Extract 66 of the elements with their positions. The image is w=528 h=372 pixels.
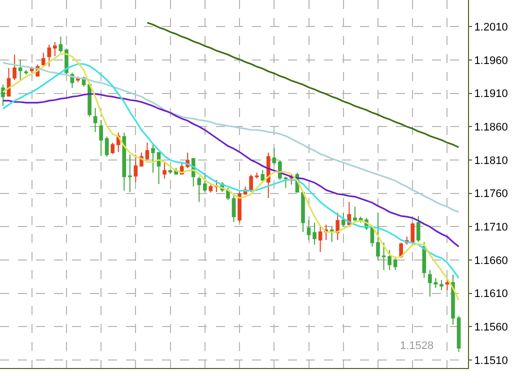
candlestick xyxy=(110,142,115,154)
candlestick xyxy=(18,60,22,80)
y-tick-label: 1.1710 xyxy=(474,222,508,234)
y-tick-label: 1.1960 xyxy=(474,54,508,67)
annotation: 1.1528 xyxy=(400,340,434,352)
candlestick xyxy=(336,212,340,240)
candlestick xyxy=(232,194,236,222)
candlestick xyxy=(318,226,322,252)
candlestick xyxy=(434,278,438,288)
candlestick xyxy=(226,188,230,200)
candlestick xyxy=(47,44,52,68)
candlestick xyxy=(388,250,392,270)
candlestick xyxy=(440,280,444,290)
candlestick xyxy=(156,152,161,184)
candlestick xyxy=(399,242,403,258)
candlestick xyxy=(341,212,346,228)
candlestick xyxy=(162,162,166,180)
candlestick xyxy=(312,222,316,246)
candlestick xyxy=(306,220,311,240)
candlestick xyxy=(353,206,357,222)
candlestick xyxy=(208,184,213,194)
y-tick-label: 1.1810 xyxy=(474,154,508,167)
candlestick xyxy=(197,176,202,202)
candlestick xyxy=(168,170,172,174)
candlestick xyxy=(301,192,305,232)
candlestick xyxy=(422,242,426,278)
candlestick xyxy=(416,216,420,242)
candlestick xyxy=(451,274,455,326)
candlestick xyxy=(53,42,57,56)
candlestick xyxy=(145,142,150,160)
y-tick-label: 1.1510 xyxy=(474,354,508,367)
candlestick xyxy=(249,174,253,192)
candlestick xyxy=(393,256,398,270)
line-series xyxy=(2,62,460,213)
y-tick-label: 1.1560 xyxy=(474,322,508,334)
candlestick xyxy=(41,52,46,68)
candlestick xyxy=(428,270,432,298)
y-tick-label: 1.1660 xyxy=(474,254,508,267)
candlestick xyxy=(104,136,109,158)
candlestick xyxy=(58,36,63,54)
candlestick xyxy=(284,176,288,188)
y-tick-label: 1.2010 xyxy=(474,22,508,34)
candlestick xyxy=(254,172,259,180)
y-tick-label: 1.1860 xyxy=(474,122,508,134)
y-tick-label: 1.1910 xyxy=(474,88,508,100)
y-tick-label: 1.1760 xyxy=(474,188,508,200)
line-series xyxy=(146,22,460,148)
candlestick xyxy=(1,84,5,106)
candlestick xyxy=(260,170,265,184)
candlestick xyxy=(134,154,138,182)
candlestick xyxy=(24,70,28,76)
candlestick xyxy=(122,132,126,192)
candlestick xyxy=(99,120,103,156)
candlestick xyxy=(203,172,207,194)
candlestick xyxy=(93,108,98,132)
y-tick-label: 1.1610 xyxy=(474,288,508,300)
candlestick xyxy=(445,278,450,290)
line-series xyxy=(2,93,460,248)
candlestick xyxy=(128,154,132,192)
candlestick xyxy=(382,242,386,270)
candlestick xyxy=(272,148,276,166)
candlestick xyxy=(12,54,16,80)
candlestick xyxy=(376,212,380,260)
candlestick xyxy=(151,144,155,174)
candlestick xyxy=(456,316,461,352)
candlestick xyxy=(238,190,242,224)
